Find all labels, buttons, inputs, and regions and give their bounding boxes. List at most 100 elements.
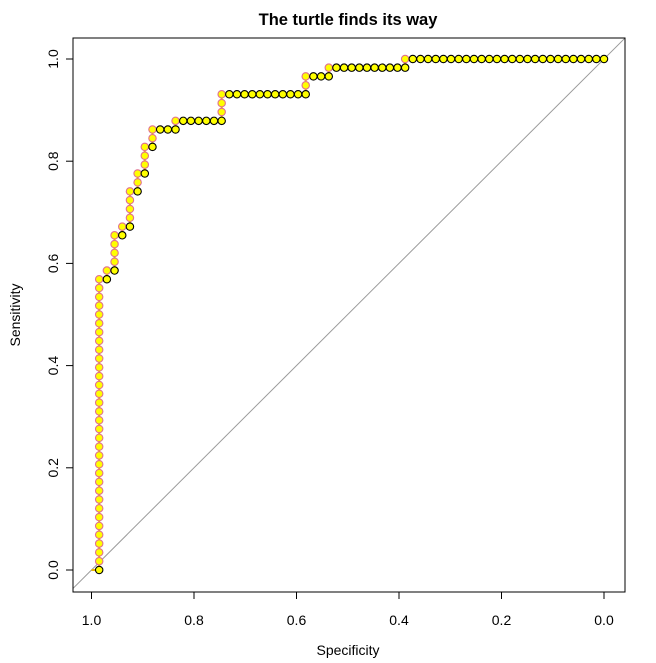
roc-point-specificity-step	[94, 565, 104, 575]
roc-point-sensitivity-step	[94, 442, 104, 451]
y-tick-label: 0.6	[45, 253, 61, 273]
roc-point-specificity-step	[263, 90, 272, 99]
roc-point-sensitivity-step	[94, 345, 104, 354]
roc-point-sensitivity-step	[94, 424, 104, 434]
roc-point-specificity-step	[278, 90, 288, 99]
roc-point-sensitivity-step	[171, 116, 180, 126]
roc-point-sensitivity-step	[125, 213, 135, 223]
roc-point-sensitivity-step	[94, 371, 104, 381]
roc-point-sensitivity-step	[102, 266, 112, 275]
roc-point-specificity-step	[355, 63, 364, 72]
roc-point-specificity-step	[240, 90, 249, 99]
roc-point-sensitivity-step	[94, 327, 104, 337]
roc-point-specificity-step	[347, 63, 356, 72]
roc-point-sensitivity-step	[125, 195, 135, 205]
roc-point-specificity-step	[217, 116, 226, 126]
roc-point-specificity-step	[500, 54, 509, 64]
roc-point-specificity-step	[576, 54, 586, 64]
roc-point-sensitivity-step	[94, 319, 104, 328]
roc-point-sensitivity-step	[148, 125, 157, 134]
roc-point-sensitivity-step	[125, 187, 135, 196]
roc-points	[94, 54, 609, 575]
y-tick-label: 0.0	[45, 560, 61, 580]
roc-point-specificity-step	[408, 54, 418, 64]
roc-point-specificity-step	[423, 54, 433, 64]
y-axis-title: Sensitivity	[7, 283, 23, 346]
diagonal-reference-line	[73, 38, 625, 590]
roc-point-sensitivity-step	[94, 460, 104, 469]
roc-point-specificity-step	[339, 63, 349, 72]
roc-point-sensitivity-step	[94, 530, 104, 540]
roc-point-sensitivity-step	[110, 257, 119, 266]
roc-point-specificity-step	[377, 63, 387, 72]
x-axis-title: Specificity	[316, 642, 379, 658]
roc-point-sensitivity-step	[400, 54, 410, 64]
roc-point-specificity-step	[446, 54, 456, 64]
roc-point-specificity-step	[561, 54, 571, 64]
roc-point-specificity-step	[163, 125, 173, 134]
roc-point-specificity-step	[178, 116, 188, 126]
roc-point-sensitivity-step	[94, 539, 104, 548]
roc-point-sensitivity-step	[217, 107, 226, 117]
roc-point-sensitivity-step	[110, 231, 119, 240]
roc-point-specificity-step	[301, 90, 310, 99]
roc-point-sensitivity-step	[94, 407, 104, 416]
y-tick-label: 0.8	[45, 151, 61, 171]
roc-point-specificity-step	[194, 116, 203, 126]
roc-point-sensitivity-step	[118, 222, 127, 231]
roc-point-sensitivity-step	[324, 63, 334, 72]
roc-point-specificity-step	[133, 187, 142, 196]
roc-point-specificity-step	[209, 116, 219, 126]
roc-point-sensitivity-step	[94, 363, 104, 372]
roc-point-sensitivity-step	[94, 548, 104, 557]
roc-point-specificity-step	[523, 54, 532, 64]
roc-point-specificity-step	[110, 266, 119, 275]
roc-point-specificity-step	[255, 90, 265, 99]
roc-point-specificity-step	[569, 54, 578, 64]
roc-point-specificity-step	[118, 231, 127, 240]
x-tick-label: 0.8	[184, 612, 204, 628]
roc-point-sensitivity-step	[94, 486, 104, 495]
x-tick-label: 0.6	[287, 612, 307, 628]
roc-point-specificity-step	[293, 90, 303, 99]
roc-point-sensitivity-step	[94, 398, 104, 407]
roc-point-sensitivity-step	[94, 521, 104, 531]
roc-point-sensitivity-step	[94, 468, 104, 478]
roc-point-sensitivity-step	[94, 310, 104, 319]
roc-point-sensitivity-step	[133, 169, 142, 178]
y-tick-label: 0.4	[45, 356, 61, 376]
x-tick-label: 0.2	[492, 612, 512, 628]
roc-point-specificity-step	[538, 54, 548, 64]
roc-point-specificity-step	[507, 54, 517, 64]
roc-point-specificity-step	[370, 63, 379, 72]
roc-point-sensitivity-step	[94, 380, 104, 390]
roc-point-sensitivity-step	[94, 301, 104, 310]
x-tick-label: 0.0	[594, 612, 614, 628]
roc-point-sensitivity-step	[110, 239, 119, 249]
roc-point-sensitivity-step	[217, 90, 226, 99]
roc-point-sensitivity-step	[301, 81, 310, 90]
roc-point-sensitivity-step	[217, 98, 226, 108]
roc-point-specificity-step	[309, 72, 318, 81]
x-tick-label: 1.0	[82, 612, 102, 628]
roc-point-specificity-step	[362, 63, 372, 72]
roc-point-specificity-step	[469, 54, 479, 64]
roc-point-sensitivity-step	[140, 142, 150, 152]
roc-point-specificity-step	[515, 54, 525, 64]
y-axis: 0.0 0.2 0.4 0.6 0.8 1.0	[45, 49, 74, 580]
roc-point-specificity-step	[599, 54, 609, 64]
roc-point-sensitivity-step	[94, 512, 104, 522]
y-tick-label: 0.2	[45, 458, 61, 478]
roc-point-specificity-step	[553, 54, 563, 64]
roc-point-specificity-step	[416, 54, 425, 64]
roc-point-specificity-step	[439, 54, 448, 64]
roc-point-specificity-step	[485, 54, 494, 64]
roc-point-specificity-step	[546, 54, 555, 64]
roc-point-sensitivity-step	[125, 204, 135, 214]
roc-point-specificity-step	[125, 222, 135, 231]
roc-point-sensitivity-step	[110, 248, 119, 258]
roc-point-sensitivity-step	[140, 151, 150, 160]
roc-point-specificity-step	[102, 274, 112, 284]
roc-point-specificity-step	[431, 54, 440, 64]
roc-point-specificity-step	[332, 63, 341, 72]
